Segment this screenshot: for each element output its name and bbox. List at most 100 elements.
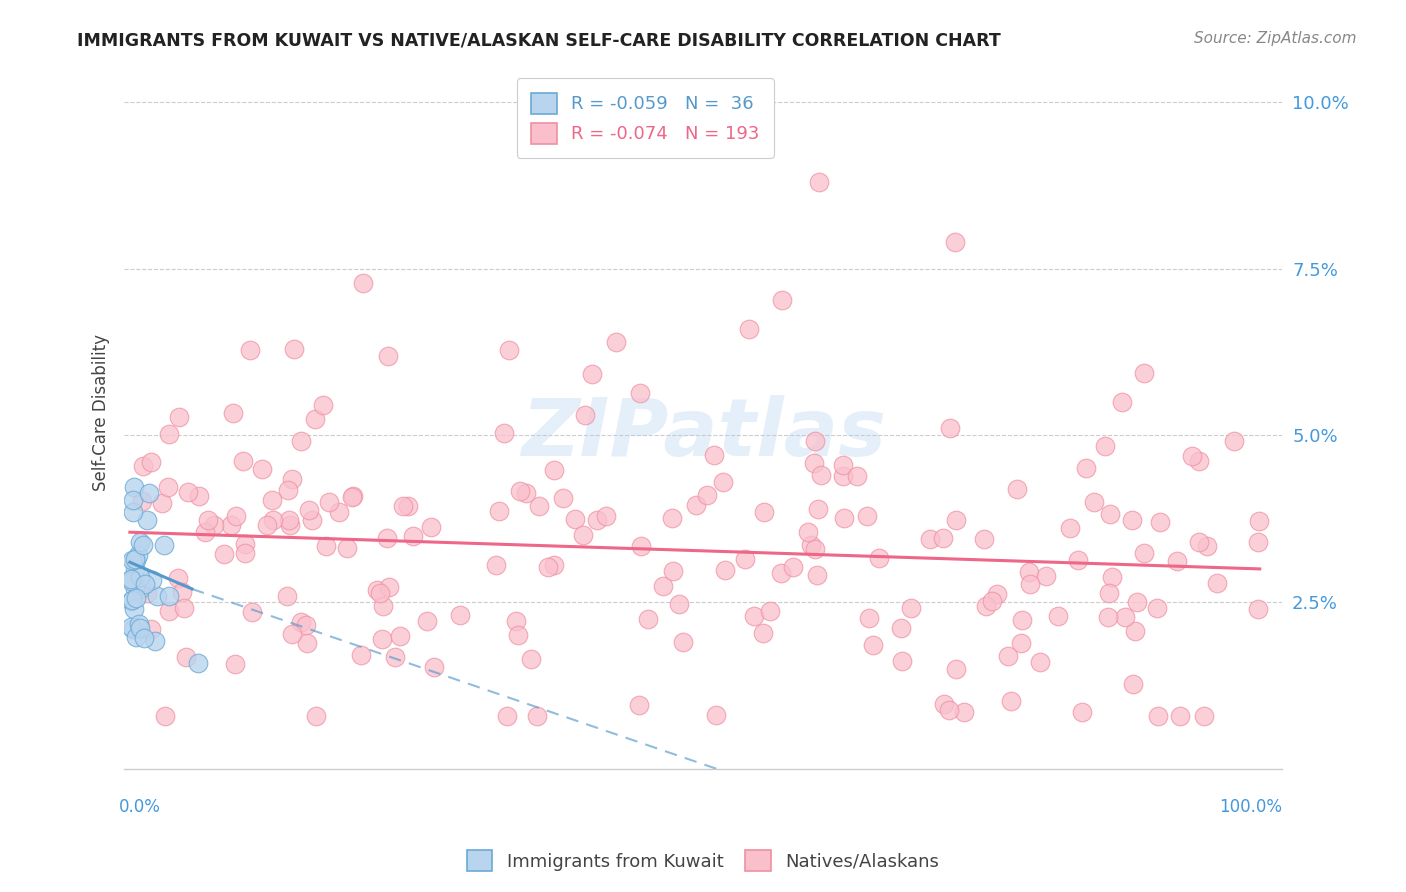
Point [214, 547, 236, 561]
Point [832, 511, 855, 525]
Point [262, 513, 284, 527]
Text: 100.0%: 100.0% [1219, 797, 1282, 815]
Point [564, 512, 586, 526]
Point [225, 509, 247, 524]
Point [188, 489, 211, 503]
Point [295, 636, 318, 650]
Point [277, 483, 299, 498]
Point [157, 589, 180, 603]
Point [1000, 694, 1022, 708]
Point [128, 569, 150, 583]
Point [1125, 595, 1147, 609]
Point [1111, 394, 1133, 409]
Point [832, 458, 855, 472]
Point [384, 649, 406, 664]
Point [1066, 553, 1088, 567]
Point [770, 293, 793, 307]
Point [125, 591, 148, 606]
Point [146, 589, 169, 603]
Point [856, 509, 879, 524]
Point [1188, 535, 1211, 549]
Point [401, 529, 423, 543]
Point [122, 480, 145, 494]
Point [704, 708, 727, 723]
Point [256, 517, 278, 532]
Point [505, 614, 527, 628]
Point [1011, 613, 1033, 627]
Point [157, 481, 180, 495]
Point [628, 386, 651, 401]
Point [153, 708, 176, 723]
Point [986, 587, 1008, 601]
Point [312, 398, 335, 412]
Point [277, 513, 299, 527]
Point [769, 566, 792, 580]
Text: Source: ZipAtlas.com: Source: ZipAtlas.com [1194, 31, 1357, 46]
Point [668, 597, 690, 611]
Point [124, 582, 146, 596]
Point [304, 412, 326, 426]
Point [131, 493, 153, 508]
Point [574, 408, 596, 422]
Point [1133, 366, 1156, 380]
Point [136, 513, 159, 527]
Point [121, 593, 143, 607]
Point [301, 513, 323, 527]
Point [281, 472, 304, 486]
Point [1035, 569, 1057, 583]
Point [132, 632, 155, 646]
Point [1122, 677, 1144, 691]
Point [127, 548, 149, 562]
Point [177, 485, 200, 500]
Point [931, 531, 953, 545]
Point [1018, 577, 1040, 591]
Point [918, 533, 941, 547]
Point [368, 586, 391, 600]
Point [498, 343, 520, 357]
Point [240, 605, 263, 619]
Point [136, 585, 159, 599]
Point [509, 483, 531, 498]
Point [187, 657, 209, 671]
Point [1098, 585, 1121, 599]
Point [506, 628, 529, 642]
Point [536, 560, 558, 574]
Point [125, 630, 148, 644]
Point [1181, 449, 1204, 463]
Point [340, 490, 363, 504]
Point [352, 276, 374, 290]
Point [800, 538, 823, 552]
Point [662, 564, 685, 578]
Point [389, 630, 412, 644]
Point [318, 495, 340, 509]
Point [283, 342, 305, 356]
Legend: R = -0.059   N =  36, R = -0.074   N = 193: R = -0.059 N = 36, R = -0.074 N = 193 [517, 78, 773, 158]
Point [1168, 708, 1191, 723]
Point [124, 552, 146, 566]
Point [1005, 482, 1028, 496]
Point [134, 577, 156, 591]
Point [900, 601, 922, 615]
Point [494, 425, 516, 440]
Point [120, 572, 142, 586]
Point [711, 475, 734, 490]
Point [233, 537, 256, 551]
Point [1097, 609, 1119, 624]
Point [1028, 655, 1050, 669]
Point [890, 620, 912, 634]
Point [484, 558, 506, 573]
Point [652, 579, 675, 593]
Point [759, 604, 782, 618]
Point [167, 571, 190, 585]
Point [1197, 539, 1219, 553]
Point [366, 582, 388, 597]
Point [1046, 608, 1069, 623]
Point [449, 608, 471, 623]
Point [197, 513, 219, 527]
Point [945, 513, 967, 527]
Point [515, 485, 537, 500]
Point [120, 572, 142, 586]
Point [174, 649, 197, 664]
Point [290, 615, 312, 629]
Point [586, 513, 609, 527]
